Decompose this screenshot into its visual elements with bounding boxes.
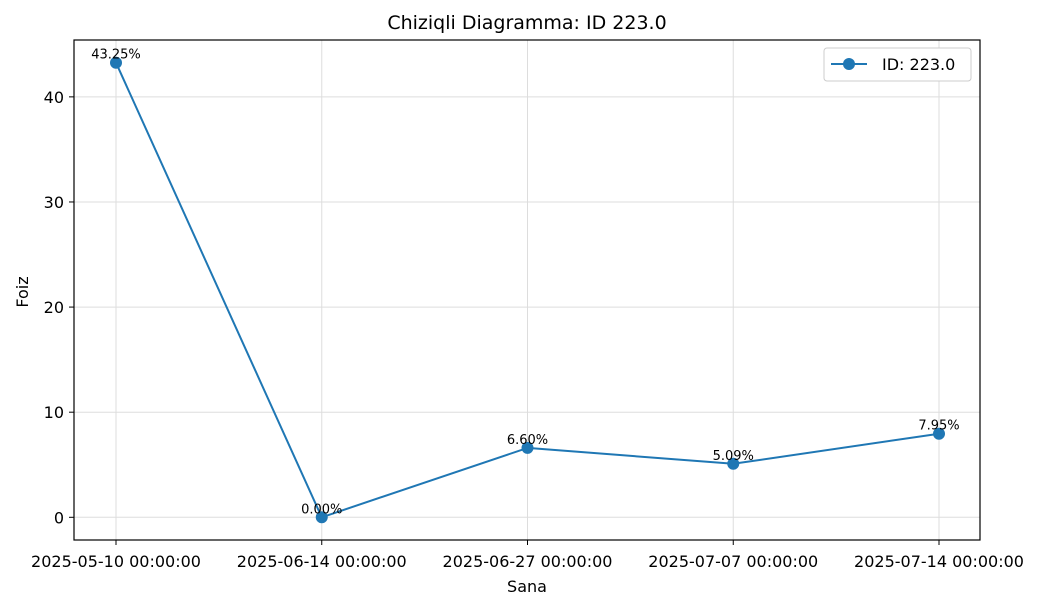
y-tick-label: 30 — [44, 193, 64, 212]
legend-marker-swatch — [843, 58, 855, 70]
data-point — [315, 511, 328, 524]
legend: ID: 223.0 — [823, 47, 972, 82]
y-tick-label: 40 — [44, 88, 64, 107]
x-tick-label: 2025-06-14 00:00:00 — [237, 552, 407, 571]
x-tick-label: 2025-07-07 00:00:00 — [648, 552, 818, 571]
legend-entry-label: ID: 223.0 — [882, 55, 955, 74]
data-point — [727, 457, 740, 470]
data-point — [521, 441, 534, 454]
y-tick-label: 0 — [54, 508, 64, 527]
data-label: 7.95% — [918, 419, 959, 434]
grid-lines — [74, 40, 980, 540]
chart-title: Chiziqli Diagramma: ID 223.0 — [387, 12, 666, 34]
y-tick-label: 10 — [44, 403, 64, 422]
y-axis-label: Foiz — [13, 276, 32, 307]
legend-box — [823, 47, 972, 82]
x-axis-label: Sana — [507, 577, 547, 596]
data-label: 5.09% — [713, 449, 754, 464]
data-point — [933, 427, 945, 440]
data-label: 6.60% — [507, 433, 548, 448]
axes: 2025-05-10 00:00:00 2025-06-14 00:00:00 20… — [31, 88, 1024, 571]
y-tick-label: 20 — [44, 298, 64, 317]
x-tick-label: 2025-06-27 00:00:00 — [443, 552, 613, 571]
x-tick-label: 2025-07-14 00:00:00 — [854, 552, 1024, 571]
x-tick-label: 2025-05-10 00:00:00 — [31, 552, 201, 571]
data-point — [110, 56, 122, 69]
series-layer: 43.25% 0.00% 6.60% 5.09% 7.95% — [91, 48, 960, 524]
data-label: 43.25% — [91, 48, 141, 63]
data-label: 0.00% — [301, 502, 342, 517]
